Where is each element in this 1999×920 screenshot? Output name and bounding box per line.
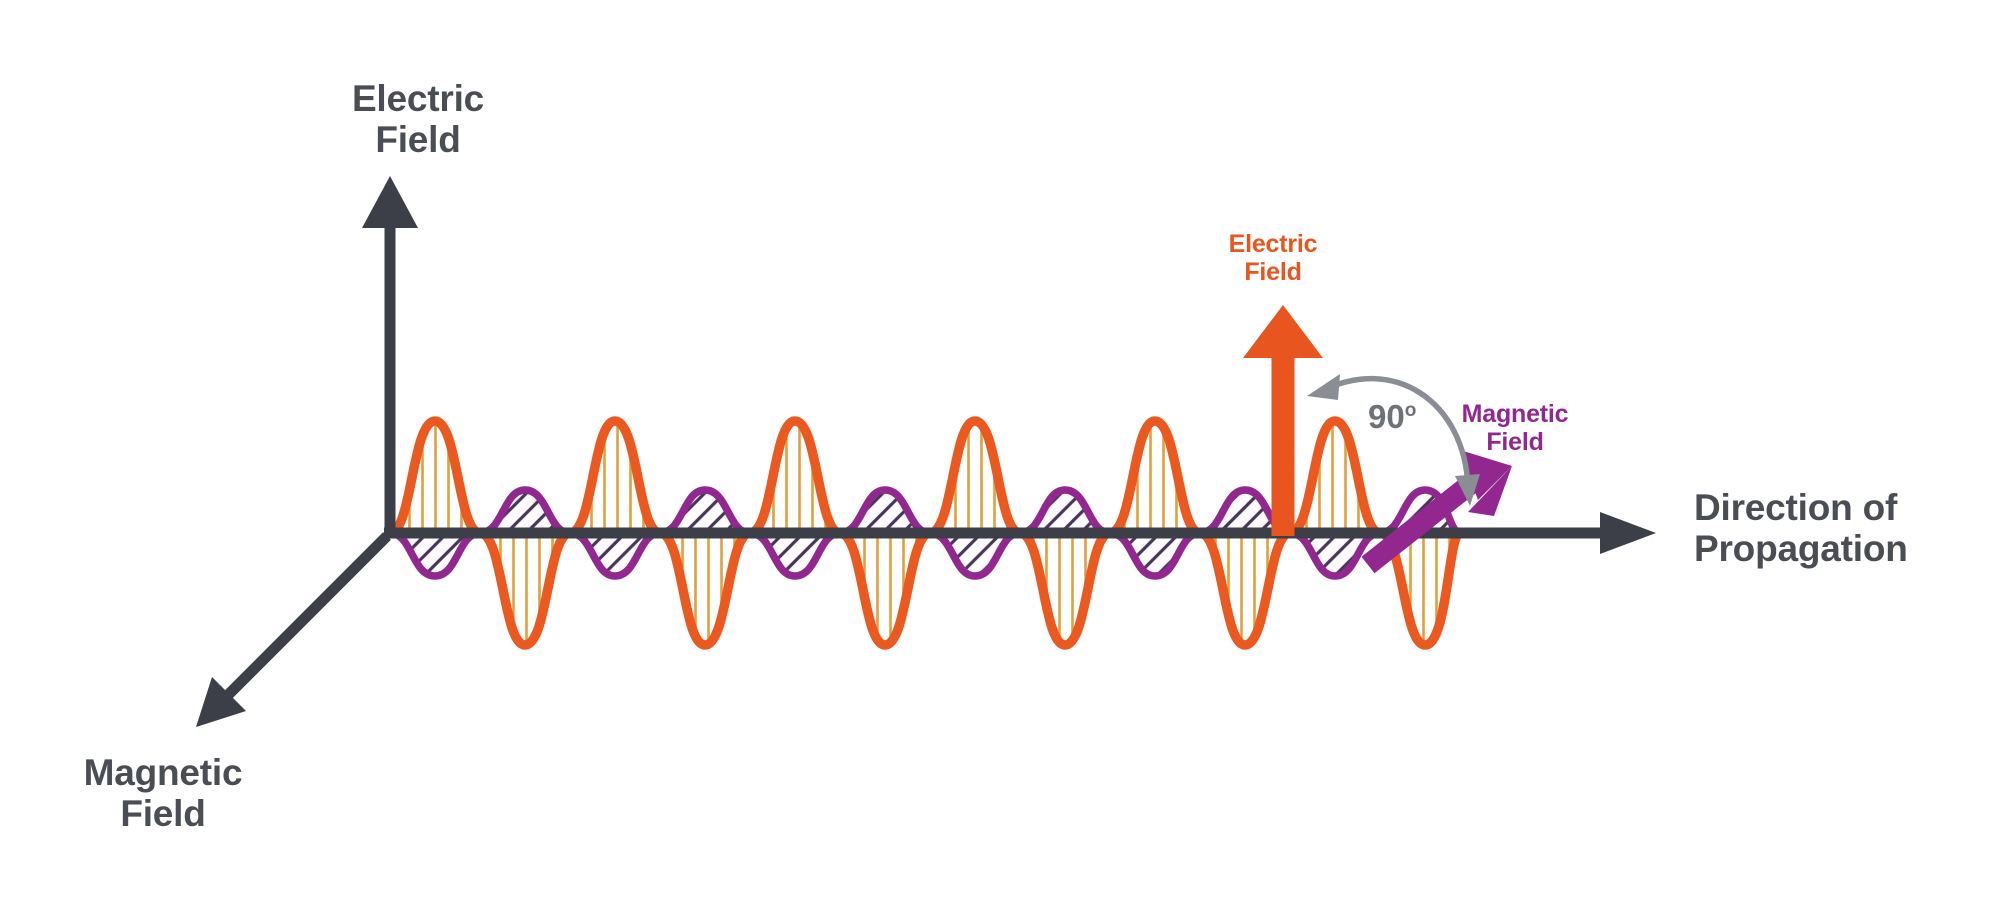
angle-arc-arrow (1307, 374, 1480, 506)
degree-symbol-icon: o (1404, 400, 1417, 421)
callout-label-magnetic-field: Magnetic Field (1461, 400, 1569, 456)
axis-horizontal-propagation (384, 512, 1656, 554)
angle-value: 90 (1368, 398, 1405, 435)
axis-label-magnetic-field: Magnetic Field (83, 752, 243, 835)
axis-label-direction-of-propagation: Direction of Propagation (1694, 487, 1908, 570)
axis-depth-magnetic (196, 532, 391, 727)
magnetic-field-callout-arrow (1361, 450, 1512, 574)
axis-vertical-electric (362, 176, 418, 538)
angle-label: 90o (1368, 398, 1416, 436)
electric-field-callout-arrow (1243, 305, 1323, 536)
axis-label-electric-field: Electric Field (351, 78, 485, 161)
callout-label-electric-field: Electric Field (1228, 230, 1318, 286)
